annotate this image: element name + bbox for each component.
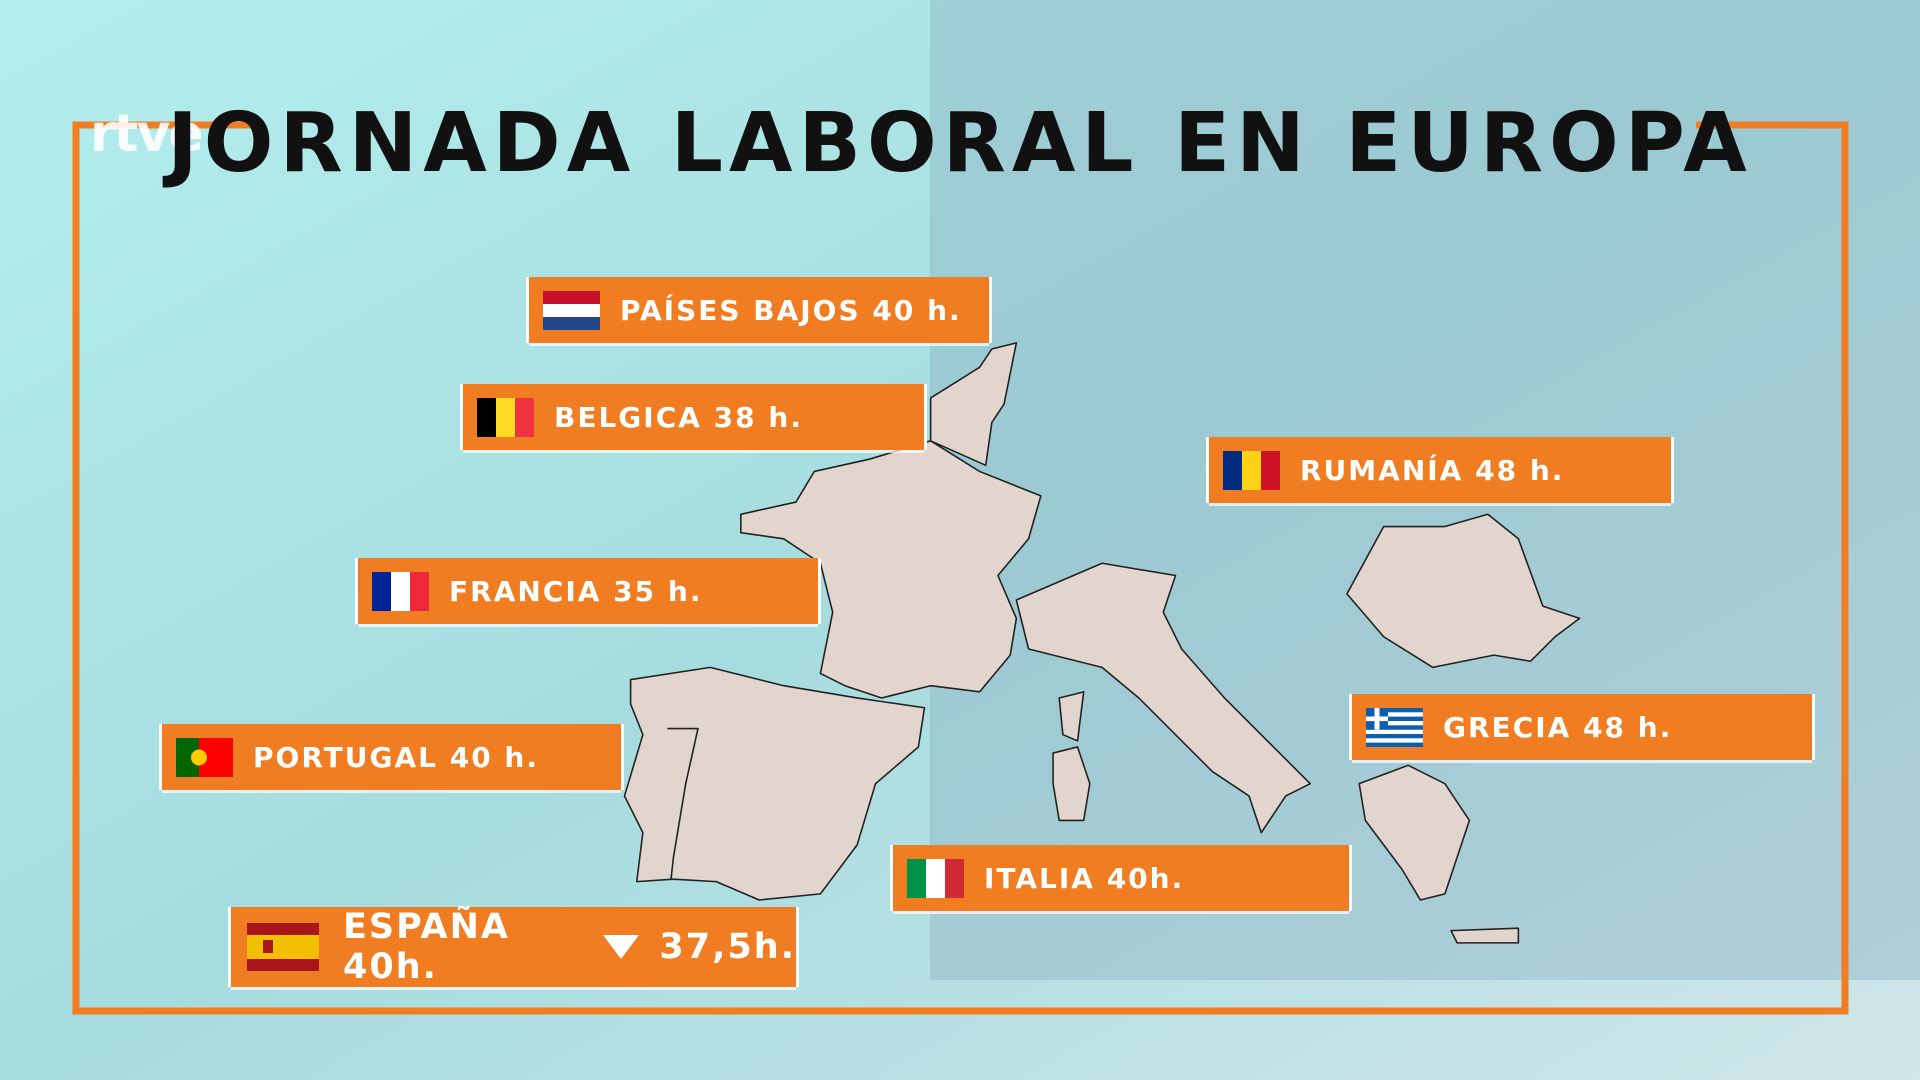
label-text: PORTUGAL 40 h. <box>253 740 539 774</box>
flag <box>1223 450 1280 490</box>
label: BELGICA 38 h. <box>463 384 924 450</box>
logo: rtve <box>90 104 204 164</box>
label-new-value: 37,5h. <box>659 927 796 967</box>
label: PAÍSES BAJOS 40 h. <box>529 277 989 343</box>
label: GRECIA 48 h. <box>1352 694 1812 760</box>
flag <box>247 923 319 971</box>
label: ESPAÑA 40h. 37,5h. <box>231 907 796 987</box>
label-text: PAÍSES BAJOS 40 h. <box>620 293 962 327</box>
label-text: GRECIA 48 h. <box>1443 710 1673 744</box>
label: PORTUGAL 40 h. <box>162 724 621 790</box>
flag <box>477 397 534 437</box>
label-text: ITALIA 40h. <box>984 861 1185 895</box>
frame <box>72 121 1849 1015</box>
label: ITALIA 40h. <box>893 845 1349 911</box>
flag <box>907 858 964 898</box>
flag <box>176 737 233 777</box>
flag <box>543 290 600 330</box>
label: FRANCIA 35 h. <box>358 558 818 624</box>
label-text: RUMANÍA 48 h. <box>1300 453 1565 487</box>
label-text: ESPAÑA 40h. <box>343 907 511 987</box>
label-text: BELGICA 38 h. <box>554 400 803 434</box>
label-text: FRANCIA 35 h. <box>449 574 703 608</box>
label: RUMANÍA 48 h. <box>1209 437 1671 503</box>
flag <box>372 571 429 611</box>
down-arrow <box>603 935 640 959</box>
flag <box>1366 707 1423 747</box>
title: JORNADA LABORAL EN EUROPA <box>167 96 1753 191</box>
